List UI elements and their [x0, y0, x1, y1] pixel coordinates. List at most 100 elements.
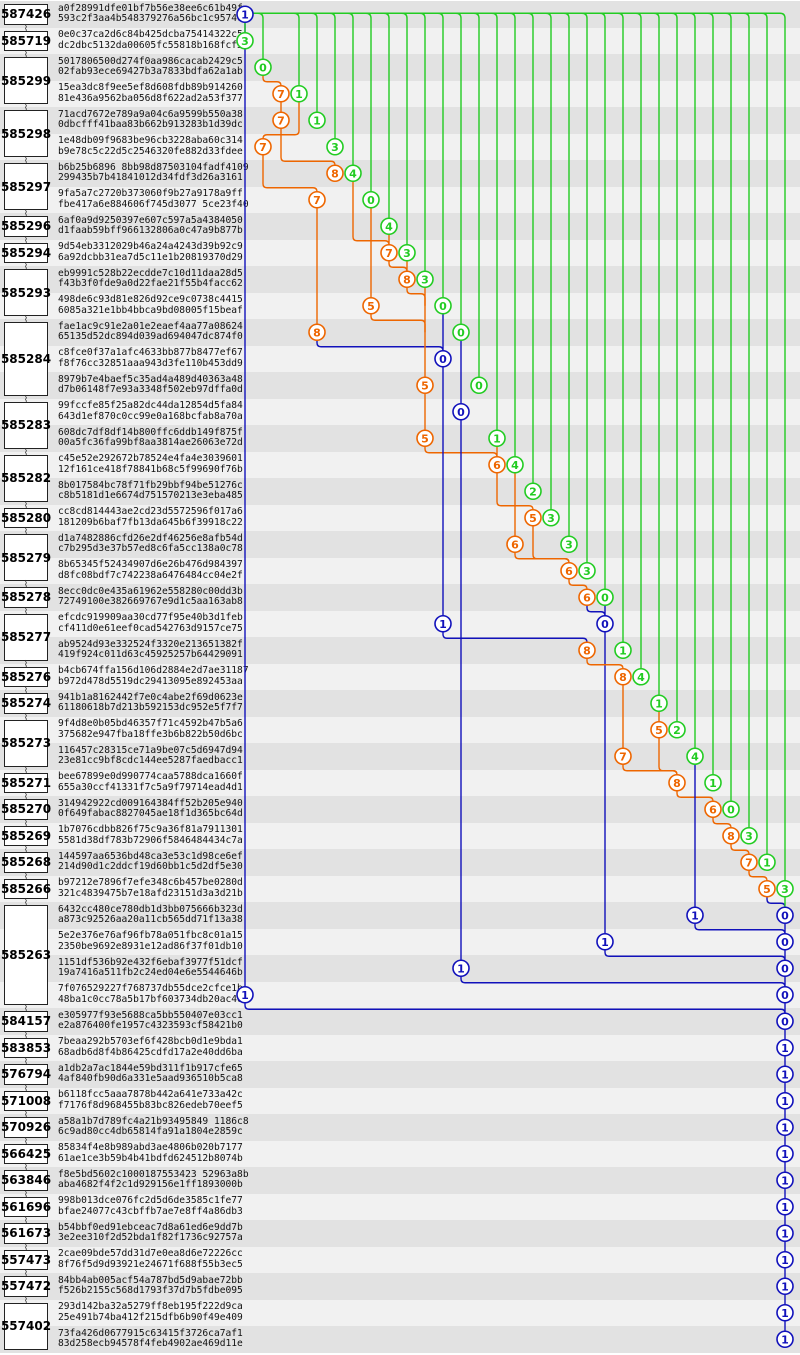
dag-node[interactable]: 1 [776, 1171, 794, 1190]
dag-node[interactable]: 1 [452, 959, 470, 978]
commit-row[interactable]: 1b7076cdbb826f75c9a36f81a7911301 5581d38d… [58, 824, 243, 846]
commit-row[interactable]: 8979b7e4baef5c35ad4a489d40363a48 d7b06148… [58, 374, 243, 396]
dag-node[interactable]: 7 [308, 190, 326, 209]
dag-node[interactable]: 0 [452, 323, 470, 342]
commit-row[interactable]: 1e48db09f9683be96cb3228aba60c314 b9e78c5c… [58, 135, 243, 157]
commit-row[interactable]: 15ea3dc8f9ee5ef8d608fdb89b914260 81e436a9… [58, 82, 243, 104]
block-number[interactable]: 566425 [1, 1143, 51, 1164]
dag-node[interactable]: 5 [362, 296, 380, 315]
dag-node[interactable]: 4 [632, 667, 650, 686]
dag-node[interactable]: 3 [542, 508, 560, 527]
dag-node[interactable]: 1 [776, 1144, 794, 1163]
commit-row[interactable]: 9f4d8e0b05bd46357f71c4592b47b5a6 375682e9… [58, 718, 243, 740]
commit-row[interactable]: 314942922cd009164384ff52b205e940 0f649fab… [58, 798, 243, 820]
block-number[interactable]: 585294 [1, 242, 51, 263]
block-number[interactable]: 585277 [1, 613, 51, 661]
dag-node[interactable]: 1 [308, 111, 326, 130]
dag-node[interactable]: 1 [758, 853, 776, 872]
block-number[interactable]: 585282 [1, 454, 51, 502]
dag-node[interactable]: 1 [776, 1091, 794, 1110]
dag-node[interactable]: 1 [776, 1303, 794, 1322]
commit-row[interactable]: 5e2e376e76af96fb78a051fbc8c01a15 2350be96… [58, 930, 243, 952]
block-number[interactable]: 557473 [1, 1249, 51, 1270]
commit-row[interactable]: 498de6c93d81e826d92ce9c0738c4415 6085a321… [58, 294, 243, 316]
dag-node[interactable]: 0 [776, 932, 794, 951]
dag-node[interactable]: 3 [236, 31, 254, 50]
dag-node[interactable]: 4 [686, 747, 704, 766]
commit-row[interactable]: 116457c28315ce71a9be07c5d6947d94 23e81cc9… [58, 745, 243, 767]
commit-row[interactable]: 7beaa292b5703ef6f428bcb0d1e9bda1 68adb6d8… [58, 1036, 243, 1058]
commit-row[interactable]: 85834f4e8b989abd3ae4806b020b7177 61ae1ce3… [58, 1142, 243, 1164]
dag-node[interactable]: 1 [236, 985, 254, 1004]
dag-node[interactable]: 0 [776, 985, 794, 1004]
dag-node[interactable]: 4 [506, 455, 524, 474]
dag-node[interactable]: 0 [596, 614, 614, 633]
dag-node[interactable]: 6 [506, 535, 524, 554]
dag-node[interactable]: 3 [326, 137, 344, 156]
dag-node[interactable]: 4 [380, 217, 398, 236]
dag-node[interactable]: 8 [668, 773, 686, 792]
dag-node[interactable]: 1 [776, 1330, 794, 1349]
commit-row[interactable]: b97212e7896f7efe348c6b457be0280d 321c4839… [58, 877, 243, 899]
commit-row[interactable]: cc8cd814443ae2cd23d5572596f017a6 181209b6… [58, 506, 243, 528]
commit-row[interactable]: b6118fcc5aaa7878b442a641e733a42c f7176f8d… [58, 1089, 243, 1111]
block-number[interactable]: 557402 [1, 1302, 51, 1350]
commit-row[interactable]: 9fa5a7c2720b373060f9b27a9178a9ff fbe417a6… [58, 188, 249, 210]
commit-row[interactable]: 8b017584bc78f71fb29bbf94be51276c c8b5181d… [58, 480, 243, 502]
dag-node[interactable]: 0 [776, 959, 794, 978]
commit-row[interactable]: efcdc919909aa30cd77f95e40b3d1feb cf411d0e… [58, 612, 243, 634]
block-number[interactable]: 576794 [1, 1064, 51, 1085]
block-number[interactable]: 585268 [1, 852, 51, 873]
commit-row[interactable]: 941b1a8162442f7e0c4abe2f69d0623e 61180618… [58, 692, 243, 714]
dag-node[interactable]: 7 [614, 747, 632, 766]
dag-node[interactable]: 1 [686, 906, 704, 925]
commit-row[interactable]: d1a7482886cfd26e2df46256e8afb54d c7b295d3… [58, 533, 243, 555]
dag-node[interactable]: 1 [650, 694, 668, 713]
commit-row[interactable]: 608dc7df8df14b800ffc6ddb149f875f 00a5fc36… [58, 427, 243, 449]
block-number[interactable]: 585269 [1, 825, 51, 846]
block-number[interactable]: 585298 [1, 110, 51, 157]
dag-node[interactable]: 0 [776, 1012, 794, 1031]
commit-row[interactable]: 2cae09bde57dd31d7e0ea8d6e72226cc 8f76f5d9… [58, 1248, 243, 1270]
block-number[interactable]: 585266 [1, 878, 51, 899]
block-number[interactable]: 585273 [1, 719, 51, 767]
commit-row[interactable]: c45e52e292672b78524e4fa4e3039601 12f161ce… [58, 453, 243, 475]
dag-node[interactable]: 1 [776, 1197, 794, 1216]
commit-row[interactable]: fae1ac9c91e2a01e2eaef4aa77a08624 65135d52… [58, 321, 243, 343]
dag-node[interactable]: 5 [416, 429, 434, 448]
dag-node[interactable]: 1 [776, 1038, 794, 1057]
commit-row[interactable]: 73fa426d0677915c63415f3726ca7af1 83d258ec… [58, 1328, 243, 1350]
commit-row[interactable]: c8fce0f37a1afc4633bb877b8477ef67 f8f76cc3… [58, 347, 243, 369]
commit-row[interactable]: 5017806500d274f0aa986cacab2429c5 02fab93e… [58, 56, 243, 78]
commit-row[interactable]: b4cb674ffa156d106d2884e2d7ae31187 b972d47… [58, 665, 249, 687]
dag-node[interactable]: 4 [344, 164, 362, 183]
commit-row[interactable]: ab9524d93e332524f3320e213651382f 419f924c… [58, 639, 243, 661]
commit-row[interactable]: 9d54eb3312029b46a24a4243d39b92c9 6a92dcbb… [58, 241, 243, 263]
block-number[interactable]: 585263 [1, 905, 51, 1005]
dag-node[interactable]: 0 [596, 588, 614, 607]
dag-node[interactable]: 8 [398, 270, 416, 289]
dag-node[interactable]: 0 [776, 906, 794, 925]
block-number[interactable]: 585284 [1, 322, 51, 396]
dag-node[interactable]: 3 [416, 270, 434, 289]
dag-node[interactable]: 3 [560, 535, 578, 554]
block-number[interactable]: 557472 [1, 1276, 51, 1297]
dag-node[interactable]: 3 [398, 243, 416, 262]
dag-node[interactable]: 6 [704, 800, 722, 819]
dag-node[interactable]: 6 [578, 588, 596, 607]
block-number[interactable]: 585280 [1, 507, 51, 528]
block-number[interactable]: 583853 [1, 1037, 51, 1058]
dag-node[interactable]: 0 [434, 296, 452, 315]
dag-node[interactable]: 1 [776, 1250, 794, 1269]
block-number[interactable]: 585299 [1, 57, 51, 104]
dag-node[interactable]: 0 [452, 402, 470, 421]
dag-node[interactable]: 3 [740, 826, 758, 845]
commit-row[interactable]: 6432cc480ce780db1d3bb075666b323d a873c925… [58, 904, 243, 926]
dag-node[interactable]: 8 [722, 826, 740, 845]
commit-row[interactable]: bee67899e0d990774caa5788dca1660f 655a30cc… [58, 771, 243, 793]
block-number[interactable]: 563846 [1, 1170, 51, 1191]
block-number[interactable]: 585719 [1, 30, 51, 51]
block-number[interactable]: 561673 [1, 1223, 51, 1244]
commit-row[interactable]: 8b65345f52434907d6e26b476d984397 d8fc08bd… [58, 559, 243, 581]
block-number[interactable]: 585274 [1, 693, 51, 714]
